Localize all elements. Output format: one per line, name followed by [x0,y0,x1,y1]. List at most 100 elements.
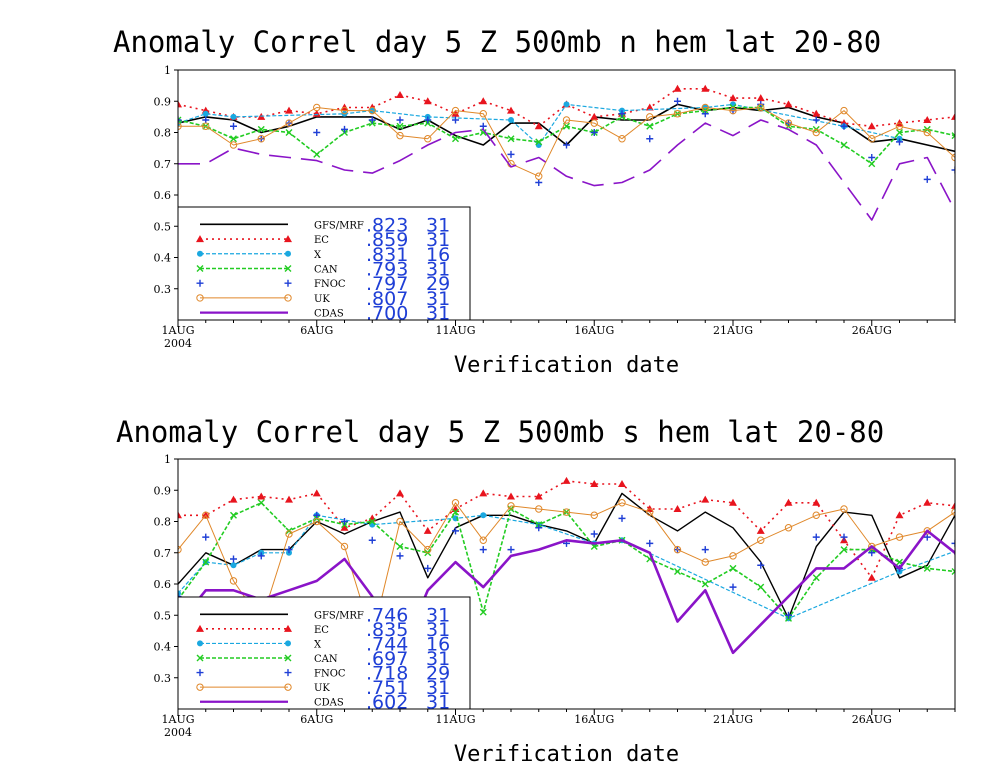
point-can [812,574,820,582]
y-tick-label: 0.4 [154,252,172,265]
legend-name-x: X [314,639,322,650]
legend-marker-x [285,640,291,647]
legend-name-x: X [314,250,322,261]
point-uk [229,141,238,149]
point-can [285,129,293,136]
point-uk [562,116,571,124]
point-ec [590,480,599,487]
legend-score-gfs-mrf: .746 [366,604,408,626]
point-uk [202,511,210,519]
point-fnoc [202,116,210,124]
y-tick-label: 0.6 [154,578,172,591]
x-tick-label: 21AUG [713,713,753,726]
point-can [674,568,681,575]
legend-name-fnoc: FNOC [314,669,346,680]
point-uk [229,577,238,585]
point-ec [396,489,404,497]
point-ec [784,498,793,506]
point-uk [479,536,487,544]
point-uk [729,552,737,560]
legend-box [177,596,471,710]
legend-count-x: 16 [426,633,450,655]
point-uk [923,527,931,535]
y-tick-label: 0.3 [154,672,172,685]
point-uk [313,517,321,526]
series-line-x [178,103,900,146]
point-uk [368,106,376,115]
legend-score-uk: .807 [366,288,408,310]
point-ec [534,122,543,130]
legend-name-cdas: CDAS [314,698,344,709]
point-fnoc [923,175,931,183]
point-fnoc [507,150,515,158]
legend-score-ec: .835 [366,619,408,641]
point-x [230,113,237,120]
point-uk [285,119,293,127]
point-ec [812,109,821,117]
point-can [507,135,515,143]
point-uk [535,172,543,180]
x-tick-label: 11AUG [436,324,476,337]
legend-marker-can [284,265,292,272]
point-x [508,117,514,123]
point-ec [645,103,654,111]
point-uk [840,505,848,513]
y-tick-label: 0.5 [154,220,172,233]
point-can [980,575,986,581]
point-fnoc [507,546,515,554]
legend-count-ec: 31 [426,229,450,251]
chart-title: Anomaly Correl day 5 Z 500mb n hem lat 2… [113,25,881,59]
point-uk [507,502,515,510]
legend-count-ec: 31 [426,619,450,641]
point-uk [784,119,793,127]
point-uk [424,135,432,143]
point-uk [980,546,986,552]
point-can [951,568,955,575]
point-uk [646,508,654,516]
x-axis-label: Verification date [454,742,679,767]
point-ec [590,112,599,120]
point-ec [867,573,876,581]
point-fnoc [812,533,820,541]
point-ec [479,489,488,497]
series-group [178,84,986,221]
legend-count-gfs-mrf: 31 [426,214,450,236]
legend-name-uk: UK [314,683,330,694]
point-ec [895,511,904,519]
legend-name-cdas: CDAS [314,309,344,320]
legend-score-cdas: .700 [366,303,408,325]
point-fnoc [535,524,543,532]
point-fnoc [951,539,955,547]
point-can [757,583,765,591]
point-ec [423,97,432,105]
point-fnoc [840,533,848,541]
point-uk [784,524,793,532]
point-can [980,155,986,161]
point-ec [729,94,737,102]
y-tick-label: 0.7 [154,547,172,560]
legend-name-can: CAN [314,265,338,276]
point-fnoc [590,129,598,136]
point-uk [729,106,737,115]
point-ec [923,116,932,123]
point-uk [340,542,349,551]
point-ec [507,492,515,500]
legend-score-gfs-mrf: .823 [366,214,408,236]
point-ec [178,511,182,519]
legend-score-cdas: .602 [366,692,408,714]
point-fnoc [868,549,876,557]
legend-marker-uk [196,294,204,302]
point-uk [340,106,349,115]
year-label: 2004 [164,337,192,350]
point-uk [812,511,820,519]
point-can [396,122,404,130]
point-uk [840,106,848,115]
y-tick-label: 1 [164,453,171,466]
legend-marker-ec [284,235,292,243]
point-fnoc [479,546,487,554]
legend-marker-can [196,265,204,272]
point-uk [868,135,876,143]
y-tick-label: 0.5 [154,609,172,622]
point-can [535,138,543,146]
